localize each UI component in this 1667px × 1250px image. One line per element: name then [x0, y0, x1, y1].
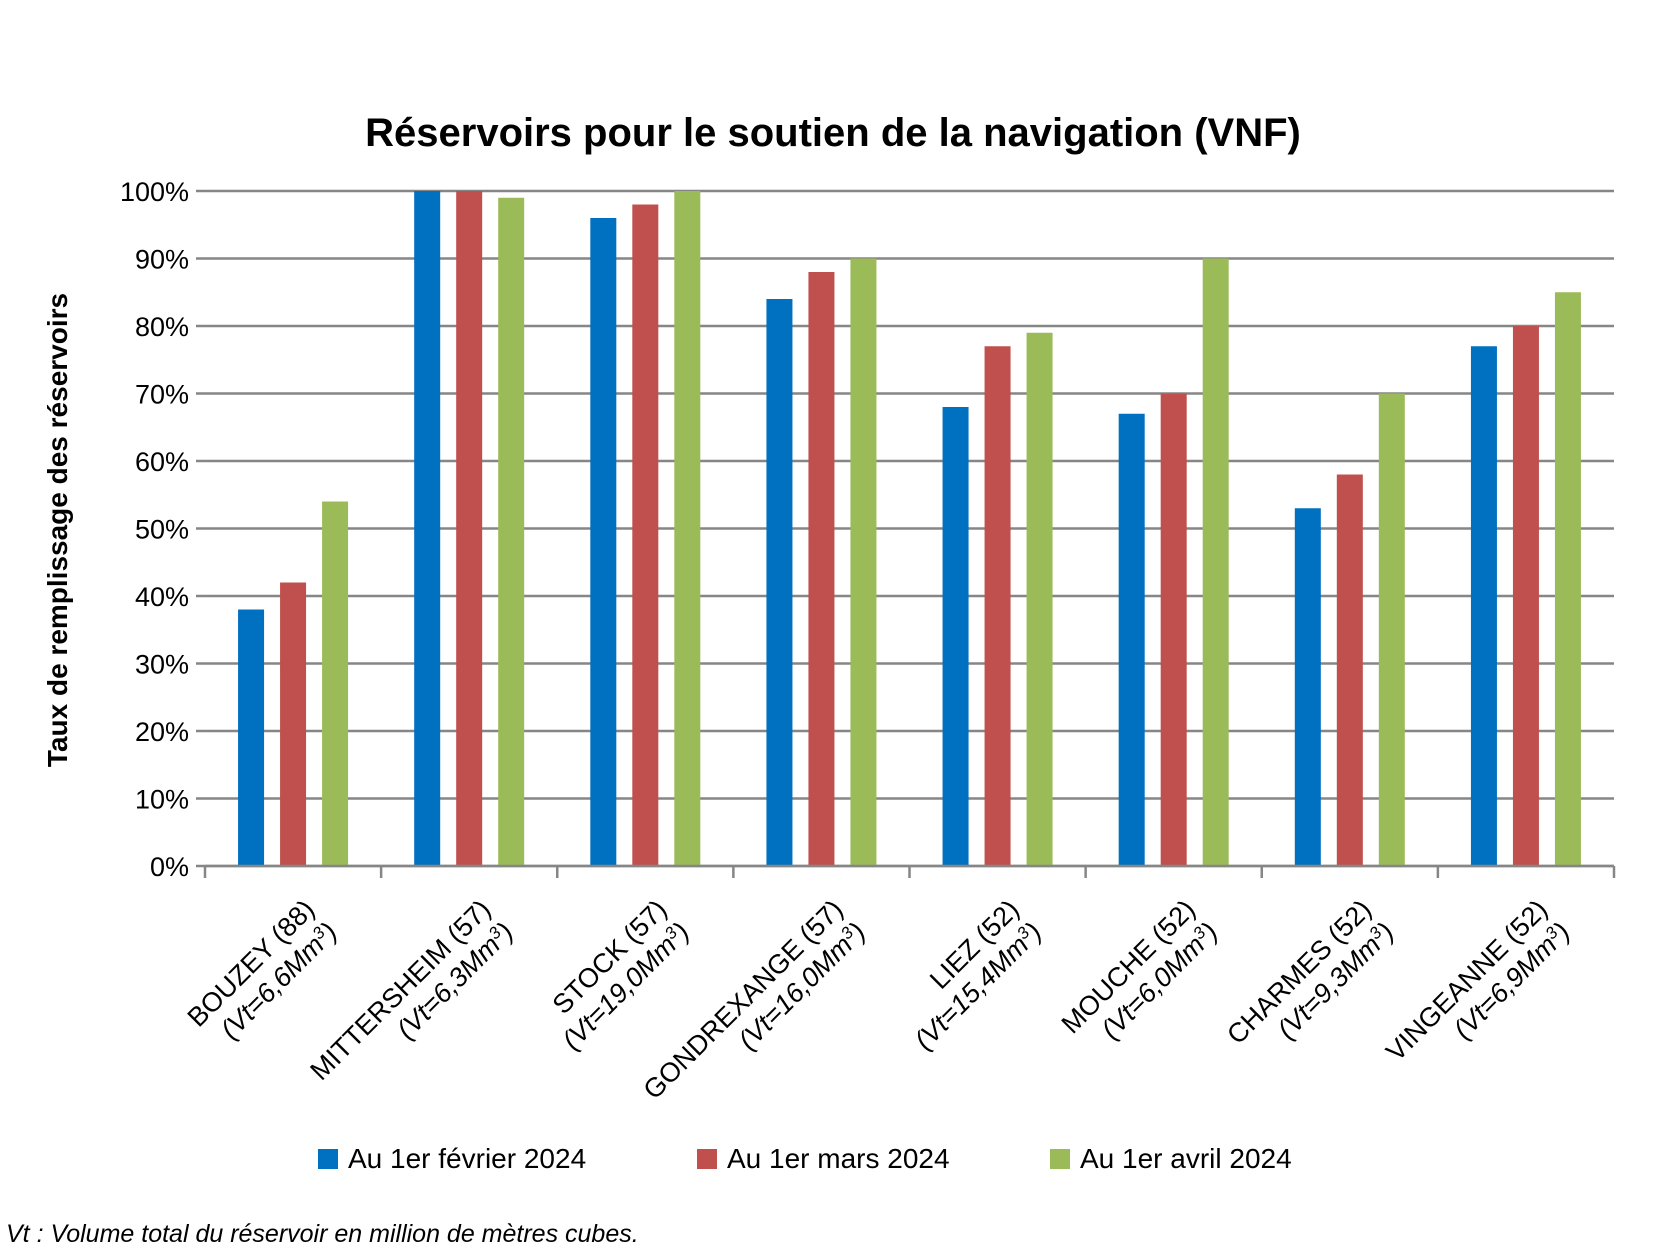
y-tick-label: 50%: [135, 515, 189, 545]
legend-label: Au 1er mars 2024: [727, 1143, 950, 1174]
bar: [1470, 346, 1497, 866]
x-axis: [203, 864, 1616, 878]
bar: [238, 609, 265, 866]
legend-swatch: [318, 1149, 338, 1169]
category-label: MOUCHE (52)(Vt=6,0Mm3): [1056, 894, 1224, 1045]
bar: [808, 272, 835, 866]
y-tick-label: 100%: [120, 177, 189, 207]
category-name: MITTERSHEIM (57): [304, 894, 496, 1086]
category-label: STOCK (57)(Vt=19,0Mm3): [547, 894, 696, 1055]
y-tick-label: 90%: [135, 245, 189, 275]
bar: [766, 299, 793, 866]
legend-item: Au 1er avril 2024: [1050, 1143, 1292, 1174]
category-labels: BOUZEY (88)(Vt=6,6Mm3)MITTERSHEIM (57)(V…: [182, 894, 1576, 1105]
bar: [1554, 292, 1581, 866]
legend-item: Au 1er mars 2024: [697, 1143, 950, 1174]
bar: [942, 407, 969, 866]
y-tick-label: 60%: [135, 447, 189, 477]
bar: [984, 346, 1011, 866]
bar: [1202, 258, 1229, 866]
bar: [1118, 413, 1145, 866]
bar: [590, 218, 617, 866]
bar: [456, 191, 483, 866]
bar: [498, 197, 525, 866]
legend-swatch: [697, 1149, 717, 1169]
y-tick-label: 0%: [150, 852, 189, 882]
category-label: VINGEANNE (52)(Vt=6,9Mm3): [1380, 894, 1576, 1067]
legend-label: Au 1er février 2024: [348, 1143, 586, 1174]
bar: [322, 501, 349, 866]
bar: [1294, 508, 1321, 866]
bar: [280, 582, 307, 866]
y-tick-label: 80%: [135, 312, 189, 342]
footnote: Vt : Volume total du réservoir en millio…: [6, 1220, 639, 1248]
bar: [1026, 332, 1053, 866]
legend-label: Au 1er avril 2024: [1080, 1143, 1292, 1174]
category-label: LIEZ (52)(Vt=15,4Mm3): [909, 894, 1048, 1055]
bars: [238, 191, 1581, 866]
y-tick-label: 30%: [135, 650, 189, 680]
y-tick-label: 10%: [135, 785, 189, 815]
bar: [414, 191, 441, 866]
legend: Au 1er février 2024 Au 1er mars 2024 Au 1e…: [318, 1143, 1292, 1174]
legend-swatch: [1050, 1149, 1070, 1169]
y-axis-label: Taux de remplissage des réservoirs: [42, 293, 73, 767]
bar: [1160, 393, 1187, 866]
y-axis-ticks: 0% 10% 20% 30% 40% 50% 60% 70% 80% 90% 100%: [120, 177, 205, 882]
category-label: BOUZEY (88)(Vt=6,6Mm3): [182, 894, 343, 1045]
bar: [850, 258, 877, 866]
legend-item: Au 1er février 2024: [318, 1143, 586, 1174]
category-label: MITTERSHEIM (57)(Vt=6,3Mm3): [304, 894, 519, 1086]
y-tick-label: 20%: [135, 717, 189, 747]
bar: [1512, 326, 1539, 866]
bar: [1336, 474, 1363, 866]
y-tick-label: 70%: [135, 380, 189, 410]
bar: [674, 191, 701, 866]
category-label: CHARMES (52)(Vt=9,3Mm3): [1221, 894, 1400, 1050]
bar: [1378, 393, 1405, 866]
y-tick-label: 40%: [135, 582, 189, 612]
bar: [632, 204, 659, 866]
chart-title: Réservoirs pour le soutien de la navigat…: [365, 111, 1301, 155]
